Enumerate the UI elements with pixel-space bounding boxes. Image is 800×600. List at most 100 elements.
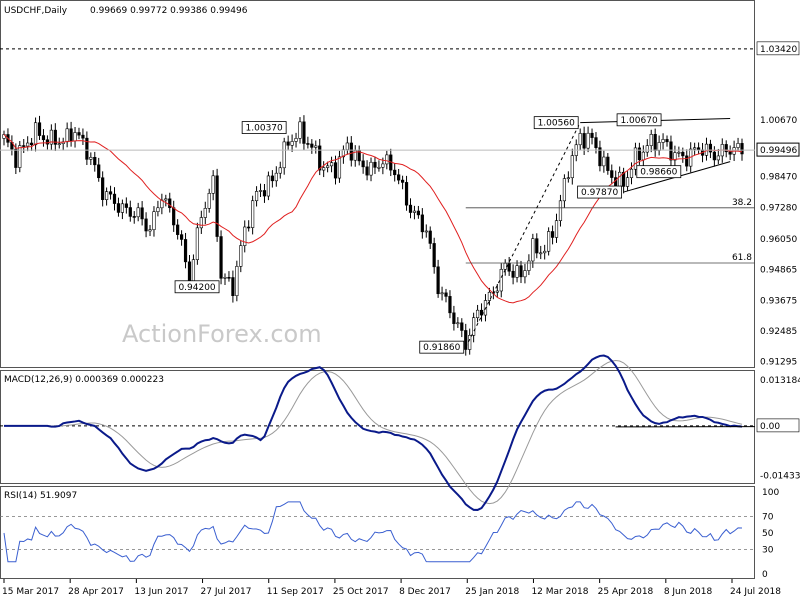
annotation-label: 0.97870: [581, 188, 618, 198]
candle-body: [539, 252, 543, 255]
candle-body: [345, 142, 349, 150]
candle-body: [49, 129, 53, 145]
candle-body: [550, 231, 555, 238]
candle-body: [452, 312, 456, 324]
candle-body: [112, 193, 117, 204]
candle-body: [116, 203, 121, 213]
candle-body: [444, 292, 448, 297]
candle-body: [136, 207, 140, 218]
candle-body: [322, 167, 326, 171]
fib-label: 38.2: [732, 198, 752, 208]
annotation-box: [241, 121, 287, 134]
candle-body: [625, 177, 630, 187]
rsi-y-tick-label: 50: [762, 529, 774, 539]
candle-body: [310, 143, 314, 148]
candle-body: [685, 155, 689, 167]
candle-body: [637, 147, 641, 161]
y-tick-label: 0.96050: [760, 235, 797, 245]
annotation-box: [636, 165, 682, 179]
candle-body: [235, 266, 239, 296]
candle-body: [77, 132, 81, 136]
x-tick-label: 15 Mar 2017: [2, 587, 59, 597]
candle-body: [26, 142, 30, 147]
rsi-y-tick-label: 70: [762, 513, 774, 523]
candle-body: [191, 259, 196, 285]
candle-body: [408, 204, 413, 213]
candle-body: [176, 224, 180, 235]
rsi-label: RSI(14) 51.9097: [4, 491, 77, 501]
candle-body: [243, 226, 247, 246]
candle-body: [554, 220, 559, 238]
candle-body: [728, 151, 732, 155]
candle-body: [645, 145, 649, 153]
y-tick-label: 0.99496: [760, 146, 797, 156]
candle-body: [215, 175, 219, 237]
macd-series: 0.013184 0.00 -0.014339: [0, 354, 800, 511]
candle-body: [199, 217, 203, 229]
candle-body: [14, 148, 18, 168]
x-tick-label: 11 Sep 2017: [267, 587, 324, 597]
candle-body: [195, 227, 199, 260]
candle-body: [385, 154, 389, 165]
candle-body: [495, 290, 499, 293]
candle-body: [18, 145, 22, 168]
candle-body: [531, 238, 535, 262]
candle-body: [547, 231, 551, 252]
macd-line: [4, 354, 743, 511]
candle-body: [665, 139, 669, 143]
annotation-label: 1.00370: [246, 124, 283, 134]
candle-body: [239, 245, 243, 267]
watermark: ActionForex.com: [122, 320, 322, 348]
macd-y-tick-label: 0.00: [760, 422, 780, 432]
candle-body: [128, 207, 132, 217]
candle-body: [515, 265, 519, 278]
candle-body: [464, 330, 468, 350]
candle-body: [298, 121, 302, 139]
candle-body: [404, 182, 409, 206]
candle-body: [219, 236, 223, 279]
price-annotations: 1.00370 0.94200 0.91860 1.00560 1.00670 0.978…: [174, 113, 682, 354]
x-tick-label: 12 Mar 2018: [531, 587, 588, 597]
candle-body: [73, 132, 77, 142]
candle-body: [227, 276, 231, 279]
candle-body: [511, 270, 515, 278]
candle-body: [566, 177, 570, 180]
candle-body: [503, 262, 507, 270]
candle-body: [558, 200, 563, 221]
y-tick-label: 0.94865: [760, 266, 797, 276]
candle-body: [361, 160, 365, 168]
annotation-box: [533, 116, 579, 130]
candle-body: [590, 132, 594, 138]
candle-body: [669, 141, 673, 161]
candle-body: [278, 167, 282, 174]
x-axis: 15 Mar 2017 28 Apr 2017 13 Jun 2017 27 Jul …: [2, 579, 781, 597]
candle-body: [653, 133, 657, 151]
candle-body: [377, 166, 381, 169]
candle-body: [661, 139, 665, 143]
candle-body: [172, 207, 176, 226]
rsi-line: [3, 501, 743, 563]
candle-body: [594, 137, 598, 148]
y-tick-label: 0.97280: [760, 203, 797, 213]
candle-body: [251, 200, 255, 228]
candle-body: [724, 144, 728, 153]
candle-body: [337, 156, 342, 179]
candle-body: [420, 214, 424, 233]
rsi-series: 100 70 50 30 0: [0, 488, 779, 580]
candle-body: [286, 141, 290, 146]
candle-body: [428, 230, 432, 244]
price-series: [2, 115, 744, 356]
candle-body: [258, 190, 263, 192]
candle-body: [282, 141, 286, 169]
candle-body: [105, 191, 109, 200]
candle-body: [168, 198, 172, 209]
macd-label: MACD(12,26,9) 0.000369 0.000223: [4, 375, 164, 385]
candle-body: [231, 277, 235, 296]
candle-body: [266, 175, 271, 197]
candle-body: [329, 162, 334, 167]
candle-body: [708, 143, 713, 153]
candle-body: [412, 210, 417, 213]
candle-body: [85, 137, 89, 160]
annotation-label: 1.00560: [538, 119, 575, 129]
